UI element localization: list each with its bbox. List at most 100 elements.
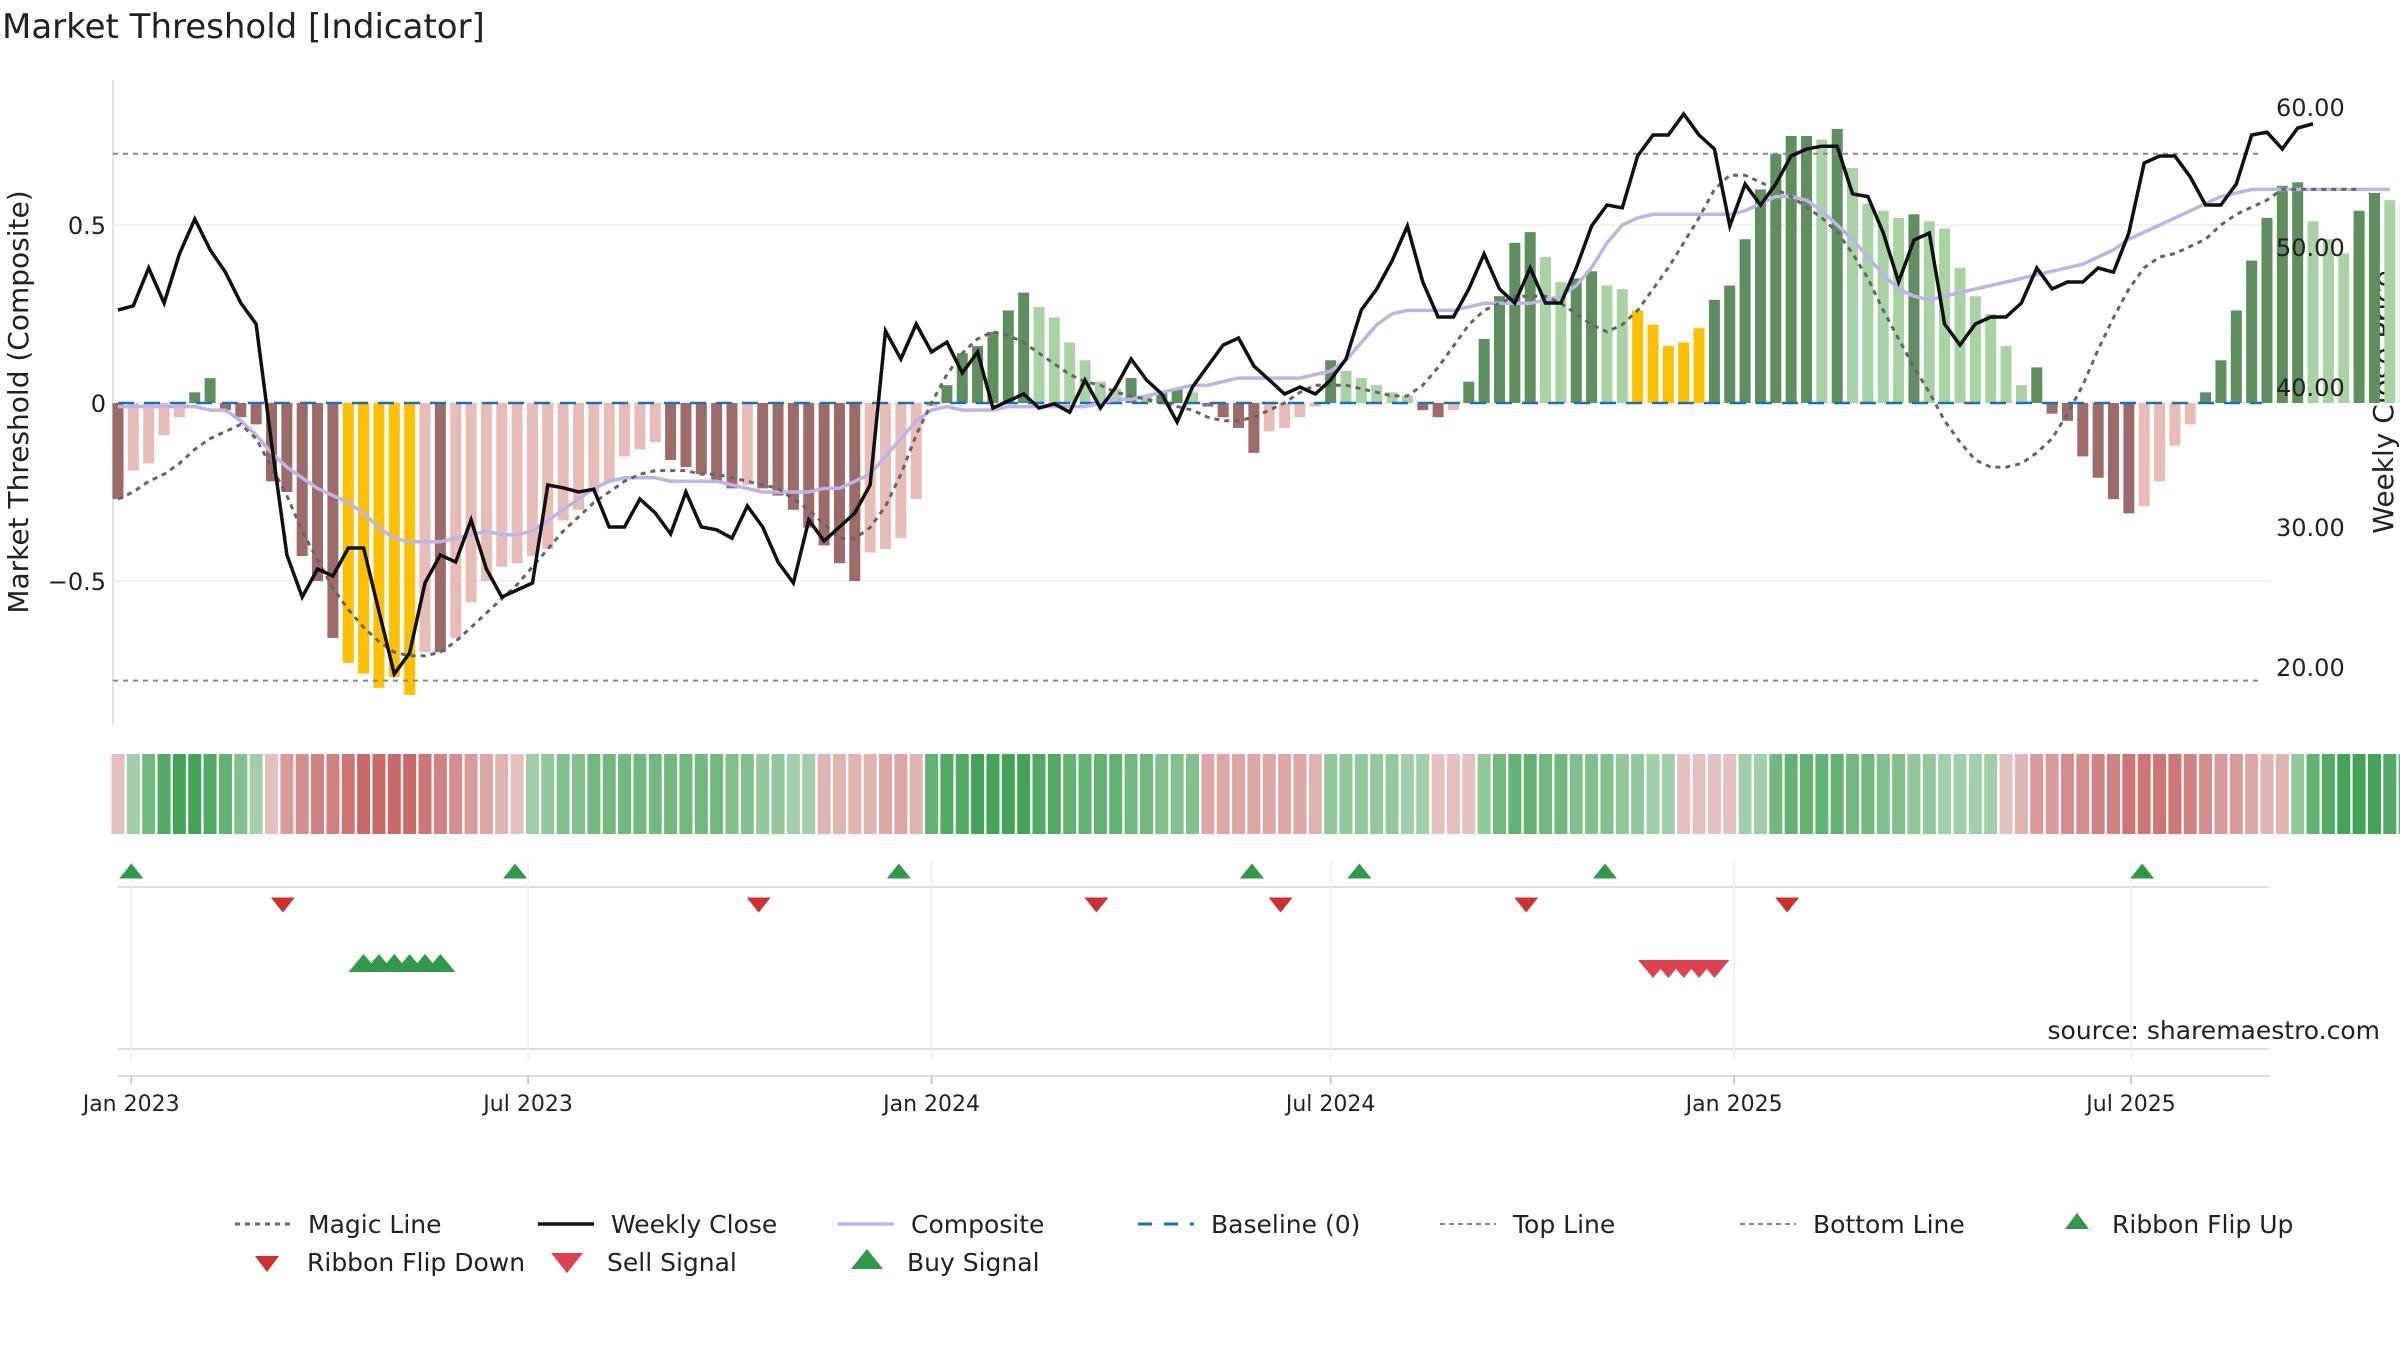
ribbon-cell (1646, 754, 1660, 834)
ribbon-cell (1815, 754, 1829, 834)
ribbon-cell (2183, 754, 2197, 834)
composite-bar (2138, 403, 2150, 507)
composite-bar (910, 403, 922, 500)
composite-bar (2108, 403, 2119, 500)
composite-bar (1002, 310, 1014, 403)
composite-bars (112, 128, 2400, 695)
composite-bar (818, 403, 830, 546)
composite-bar (1708, 299, 1720, 403)
composite-bar (665, 403, 677, 460)
ribbon-cell (1201, 754, 1215, 834)
ribbon-cell (1385, 754, 1399, 834)
composite-bar (1647, 324, 1659, 403)
legend-label: Ribbon Flip Up (2112, 1210, 2293, 1239)
composite-bar (358, 403, 370, 674)
legend-item-sell-signal: Sell Signal (551, 1248, 737, 1277)
composite-bar (404, 403, 416, 695)
ribbon-cell (971, 754, 985, 834)
composite-bar (1540, 257, 1552, 403)
composite-bar (1724, 285, 1736, 403)
ribbon-cell (341, 754, 355, 834)
ribbon-cell (1047, 754, 1061, 834)
ribbon-cell (1723, 754, 1737, 834)
legend-item-top-line: Top Line (1440, 1210, 1615, 1239)
ribbon-cell (817, 754, 831, 834)
ribbon-cell (1370, 754, 1384, 834)
composite-bar (1524, 232, 1536, 403)
composite-bar (1847, 168, 1859, 403)
ribbon-cell (372, 754, 386, 834)
legend-swatch (255, 1256, 279, 1272)
legend-label: Ribbon Flip Down (307, 1248, 525, 1277)
ribbon-cell (879, 754, 892, 834)
ribbon-cell (1186, 754, 1199, 834)
ribbon-cell (1216, 754, 1230, 834)
composite-bar (1371, 385, 1383, 403)
ribbon-cell (464, 754, 478, 834)
ribbon-cell (587, 754, 601, 834)
ribbon-cell (1922, 754, 1936, 834)
y2-tick-label-1: 50.00 (2276, 234, 2345, 262)
ribbon-cell (2045, 754, 2059, 834)
ribbon-cell (572, 754, 585, 834)
legend-item-ribbon-flip-up: Ribbon Flip Up (2065, 1210, 2293, 1239)
ribbon-flip-up-marker (1347, 863, 1372, 879)
ribbon-cell (1078, 754, 1092, 834)
composite-bar (2368, 192, 2380, 403)
ribbon-cell (1155, 754, 1169, 834)
ribbon-cell (1001, 754, 1015, 834)
ribbon-cell (111, 754, 125, 834)
composite-bar (695, 403, 707, 475)
composite-bar (2230, 310, 2242, 403)
ribbon-cell (495, 754, 509, 834)
ribbon-cell (1293, 754, 1307, 834)
ribbon-cell (2352, 754, 2366, 834)
ribbon-cell (2060, 754, 2074, 834)
ribbon-cell (449, 754, 463, 834)
ribbon-cell (1247, 754, 1261, 834)
legend-label: Buy Signal (907, 1248, 1040, 1277)
ribbon-cell (1784, 754, 1798, 834)
ribbon-cell (633, 754, 647, 834)
composite-bar (941, 385, 953, 403)
composite-line (118, 187, 2390, 544)
composite-bar (1171, 388, 1183, 403)
legend-swatch (851, 1249, 883, 1269)
ribbon-cell (2337, 754, 2351, 834)
composite-bar (526, 403, 538, 557)
legend-item-bottom-line: Bottom Line (1740, 1210, 1965, 1239)
ribbon-cell (1661, 754, 1675, 834)
composite-bar (1816, 139, 1828, 403)
ribbon-cell (2229, 754, 2243, 834)
composite-bar (281, 403, 293, 492)
magic-line (117, 173, 2360, 658)
composite-bar (1248, 403, 1260, 453)
composite-bar (2184, 403, 2196, 425)
composite-bar (2169, 403, 2181, 446)
x-tick-label-5: Jul 2025 (2084, 1092, 2176, 1117)
y-tick-label-2: −0.5 (48, 568, 106, 596)
y2-tick-label-2: 40.00 (2276, 374, 2345, 402)
composite-bar (312, 403, 324, 581)
composite-bar (1340, 370, 1352, 403)
composite-bar (787, 403, 799, 510)
ribbon-cell (1846, 754, 1860, 834)
ribbon-cell (679, 754, 693, 834)
composite-bar (219, 403, 231, 411)
composite-bar (2031, 367, 2043, 403)
composite-bar (250, 403, 262, 425)
ribbon-cell (1446, 754, 1460, 834)
ribbon-flip-up-marker (503, 863, 528, 879)
x-tick-label-1: Jul 2023 (481, 1092, 573, 1117)
composite-bar (1018, 292, 1030, 403)
ribbon-cell (1462, 754, 1476, 834)
ribbon-cell (2367, 754, 2381, 834)
sell-signal-marker (1699, 960, 1730, 978)
composite-bar (2307, 221, 2319, 403)
ribbon-cell (1554, 754, 1568, 834)
ribbon-cell (771, 754, 785, 834)
composite-bar (1893, 217, 1905, 403)
composite-bar (2154, 403, 2166, 482)
ribbon-cell (1615, 754, 1629, 834)
composite-bar (1801, 136, 1812, 403)
